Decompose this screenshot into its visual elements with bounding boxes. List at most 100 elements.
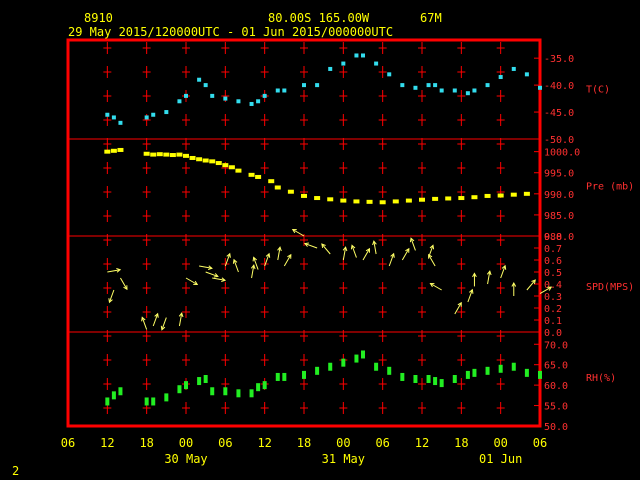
wind-arrow [388,253,395,267]
y-tick-label: 65.0 [544,361,568,372]
temp-point [387,72,392,77]
wind-arrow-head [116,267,122,273]
wind-arrow-head [250,264,256,270]
x-tick-label: 06 [61,436,75,450]
wind-arrow [283,254,292,267]
wind-arrow-head [472,272,477,278]
wind-arrow-head [252,256,257,262]
wind-arrow [185,277,198,285]
station-id: 8910 [84,11,113,25]
pressure-point [110,148,117,153]
pressure-point [255,174,262,179]
wind-arrow [264,253,270,267]
panel-ylabel: SPD(MPS) [586,282,634,293]
rh-point [262,381,267,390]
temp-point [524,72,529,77]
wind-arrow [539,286,552,295]
temp-point [374,61,379,66]
pressure-point [117,147,124,152]
panel-ylabel: RH(%) [586,373,616,384]
station-elevation: 67M [420,11,442,25]
pressure-point [314,196,321,201]
x-tick-label: 12 [257,436,271,450]
panel-ylabel: T(C) [586,85,610,96]
wind-arrow-head [123,285,128,291]
wind-arrow-head [154,312,159,318]
temp-point [302,83,306,88]
day-label: 01 Jun [479,452,522,466]
x-tick-label: 18 [139,436,153,450]
pressure-point [274,185,281,190]
wind-arrow [161,317,167,330]
temp-point [354,53,359,58]
y-tick-label: 50.0 [544,422,568,433]
pressure-point [209,159,216,164]
rh-point [315,366,320,375]
rh-point [498,364,503,373]
temp-point [361,53,365,58]
wind-arrow [351,245,357,258]
y-tick-label: 0.0 [544,328,562,339]
wind-arrow-head [429,244,435,250]
pressure-point [471,195,478,200]
wind-arrow-head [469,288,474,294]
rh-point [256,383,261,392]
wind-arrow-head [287,253,292,259]
wind-arrow-head [213,273,219,278]
rh-point [354,354,359,363]
rh-point [426,375,431,383]
wind-arrow [253,257,259,270]
pressure-point [510,192,517,197]
y-tick-label: 1000.0 [544,148,580,159]
wind-arrow [277,247,281,261]
temp-point [538,85,542,90]
y-tick-label: 0.5 [544,268,562,279]
wind-arrow [373,241,377,255]
wind-arrow-head [291,228,297,234]
wind-arrow-head [372,240,377,246]
wind-arrow-head [226,252,231,258]
wind-arrow-head [342,246,348,252]
wind-arrow [428,254,436,267]
wind-arrow-head [531,279,536,285]
temp-point [105,112,110,117]
rh-point [538,370,542,379]
pressure-point [248,172,255,177]
wind-arrow [410,238,416,251]
temp-point [433,83,438,88]
rh-point [302,370,306,379]
wind-arrow [321,243,331,255]
y-tick-label: 980.0 [544,232,574,243]
pressure-point [150,152,157,157]
rh-point [249,389,254,398]
pressure-point [523,191,530,196]
y-tick-label: 0.4 [544,280,562,291]
wind-arrow-head [350,244,356,250]
rh-point [465,370,470,379]
wind-arrow-head [160,325,166,331]
page-number: 2 [12,464,19,478]
wind-arrow-head [428,253,433,259]
wind-arrow [178,313,183,327]
y-tick-label: -50.0 [544,135,574,146]
rh-point [485,366,490,375]
rh-point [439,379,444,388]
pressure-point [379,200,386,205]
wind-arrow [120,277,128,290]
temp-point [341,61,346,66]
wind-arrow-head [277,246,282,252]
x-tick-label: 00 [179,436,193,450]
wind-arrow [205,271,219,277]
wind-arrow-head [405,247,410,253]
temp-point [472,88,477,93]
pressure-point [392,199,399,204]
wind-arrow-head [321,243,326,249]
wind-arrow [233,259,239,273]
temp-point [203,83,208,88]
pressure-point [202,158,209,163]
temp-point [111,115,116,120]
rh-point [177,385,182,394]
temp-point [439,88,444,93]
wind-arrow [152,313,159,327]
pressure-point [215,161,222,166]
